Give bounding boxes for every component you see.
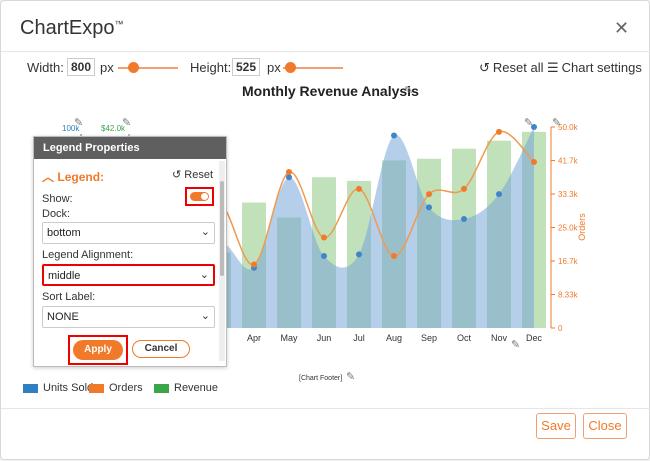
orders-point-sep <box>426 191 432 198</box>
units-sold-point-may <box>286 174 292 181</box>
x-tick-label: Oct <box>457 333 472 343</box>
edit-series-pencil-icon[interactable]: ✎ <box>524 117 534 129</box>
reset-icon: ↺ <box>172 169 182 181</box>
revenue-swatch <box>154 383 169 393</box>
scrollbar-thumb[interactable] <box>220 181 224 276</box>
right-axis-label: Orders <box>577 213 587 241</box>
units-sold-point-sep <box>426 204 432 211</box>
legend-section-toggle[interactable]: ︿ Legend: <box>42 170 105 184</box>
orders-swatch <box>89 383 104 393</box>
edit-right-axis-pencil-icon[interactable]: ✎ <box>552 117 562 129</box>
right-axis-tick-label: 8.33k <box>558 291 579 300</box>
x-tick-label: Aug <box>386 333 402 343</box>
save-button[interactable]: Save <box>536 413 576 439</box>
right-axis-tick-label: 16.7k <box>558 257 579 266</box>
right-axis-tick-label: 50.0k <box>558 123 579 132</box>
orders-point-may <box>286 169 292 176</box>
apply-button[interactable]: Apply <box>73 340 123 360</box>
legend-properties-panel: Legend Properties ︿ Legend: ↺ Reset Show… <box>33 136 227 367</box>
left-axis-tick-revenue: $42.0k <box>101 124 126 133</box>
height-slider-thumb[interactable] <box>285 62 296 73</box>
units-sold-point-nov <box>496 191 502 198</box>
cancel-button[interactable]: Cancel <box>132 340 190 358</box>
units-sold-point-oct <box>461 216 467 223</box>
edit-x-axis-pencil-icon[interactable]: ✎ <box>511 339 521 351</box>
alignment-select[interactable]: middle ⌄ <box>42 264 215 286</box>
x-tick-label: May <box>280 333 298 343</box>
dock-select[interactable]: bottom ⌄ <box>42 222 215 244</box>
height-label: Height: <box>190 60 232 75</box>
orders-point-aug <box>391 253 397 260</box>
chevron-up-icon: ︿ <box>42 170 55 184</box>
height-input[interactable]: 525 <box>232 58 260 76</box>
units-sold-point-dec <box>531 124 537 130</box>
x-tick-label: Dec <box>526 333 543 343</box>
orders-point-jul <box>356 185 362 192</box>
chevron-down-icon: ⌄ <box>199 269 209 281</box>
panel-scrollbar[interactable] <box>219 161 225 361</box>
right-axis-tick-label: 0 <box>558 324 563 333</box>
apply-highlight: Apply <box>68 335 128 365</box>
edit-axis-units-pencil-icon[interactable]: ✎ <box>74 117 84 129</box>
chart-title[interactable]: Monthly Revenue Analysis <box>242 83 419 99</box>
x-tick-label: Jun <box>317 333 332 343</box>
height-unit: px <box>267 60 281 75</box>
x-tick-label: Apr <box>247 333 261 343</box>
orders-point-jun <box>321 234 327 241</box>
orders-point-apr <box>251 261 257 268</box>
width-unit: px <box>100 60 114 75</box>
legend-item-revenue[interactable]: Revenue <box>154 382 218 394</box>
right-axis-tick-label: 41.7k <box>558 157 579 166</box>
orders-point-nov <box>496 128 502 135</box>
alignment-label: Legend Alignment: <box>42 249 134 261</box>
units-sold-point-jul <box>356 251 362 258</box>
divider <box>1 51 650 52</box>
close-button[interactable]: Close <box>583 413 627 439</box>
sort-select[interactable]: NONE ⌄ <box>42 306 215 328</box>
panel-reset-button[interactable]: ↺ Reset <box>172 169 214 181</box>
reset-all-button[interactable]: ↺ Reset all <box>479 60 544 75</box>
orders-point-oct <box>461 185 467 192</box>
show-label: Show: <box>42 193 73 205</box>
show-toggle[interactable] <box>190 192 209 201</box>
height-slider[interactable] <box>283 67 343 69</box>
edit-axis-revenue-pencil-icon[interactable]: ✎ <box>122 117 132 129</box>
app-title: ChartExpo™ <box>20 17 124 39</box>
width-input[interactable]: 800 <box>67 58 95 76</box>
width-label: Width: <box>27 60 64 75</box>
x-tick-label: Sep <box>421 333 437 343</box>
width-slider[interactable] <box>118 67 178 69</box>
legend-item-orders[interactable]: Orders <box>89 382 143 394</box>
x-tick-label: Nov <box>491 333 508 343</box>
show-toggle-highlight <box>185 187 214 206</box>
reset-icon: ↺ <box>479 60 490 75</box>
toggle-knob <box>201 193 208 200</box>
right-axis-tick-label: 33.3k <box>558 190 579 199</box>
units-sold-point-aug <box>391 132 397 139</box>
chart-settings-button[interactable]: ☰ Chart settings <box>547 60 642 75</box>
edit-title-pencil-icon[interactable]: ✎ <box>404 85 414 97</box>
chevron-down-icon: ⌄ <box>200 226 210 238</box>
orders-point-dec <box>531 158 537 165</box>
legend-item-units-sold[interactable]: Units Sold <box>23 382 93 394</box>
left-axis-tick-units: 100k <box>62 124 80 133</box>
units-sold-swatch <box>23 383 38 393</box>
sliders-icon: ☰ <box>547 60 559 75</box>
close-icon[interactable]: ✕ <box>614 18 630 38</box>
chevron-down-icon: ⌄ <box>200 310 210 322</box>
dock-label: Dock: <box>42 208 71 220</box>
sort-label: Sort Label: <box>42 291 96 303</box>
footer-divider <box>1 408 650 409</box>
width-slider-thumb[interactable] <box>128 62 139 73</box>
units-sold-area <box>149 127 534 328</box>
panel-title: Legend Properties <box>34 137 226 159</box>
edit-footer-pencil-icon[interactable]: ✎ <box>346 371 356 383</box>
right-axis-tick-label: 25.0k <box>558 224 579 233</box>
x-tick-label: Jul <box>353 333 365 343</box>
chart-footer[interactable]: [Chart Footer] <box>299 375 343 382</box>
units-sold-point-jun <box>321 253 327 260</box>
